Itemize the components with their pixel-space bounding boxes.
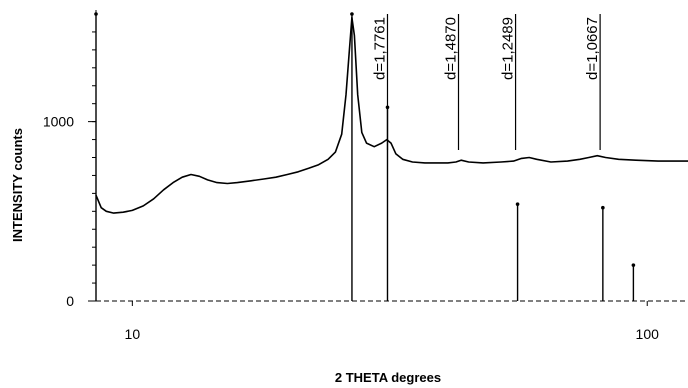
reference-line-marker (350, 12, 354, 16)
x-axis-title: 2 THETA degrees (335, 370, 441, 385)
x-tick-label: 10 (125, 326, 141, 342)
x-axis-ticks: 10 100 (125, 301, 660, 342)
x-tick-label: 100 (636, 326, 660, 342)
reference-line-marker (94, 12, 98, 16)
annotation-label: d=1,7761 (372, 17, 389, 80)
reference-line-marker (601, 205, 605, 210)
reference-line-marker (631, 263, 636, 267)
y-axis-title: INTENSITY counts (10, 128, 25, 242)
intensity-series-line (95, 16, 688, 214)
d-spacing-annotations: d=1,7761 d=1,4870 d=1,2489 d=1,0667 (372, 14, 601, 150)
reference-lines (94, 12, 636, 301)
reference-line-marker (515, 202, 520, 206)
annotation-label: d=1,0667 (584, 17, 601, 80)
y-tick-label: 0 (66, 293, 74, 309)
annotation-label: d=1,4870 (443, 17, 460, 80)
y-axis-ticks: 0 1000 (43, 114, 96, 309)
y-tick-label: 1000 (43, 114, 74, 130)
annotation-label: d=1,2489 (500, 17, 517, 80)
